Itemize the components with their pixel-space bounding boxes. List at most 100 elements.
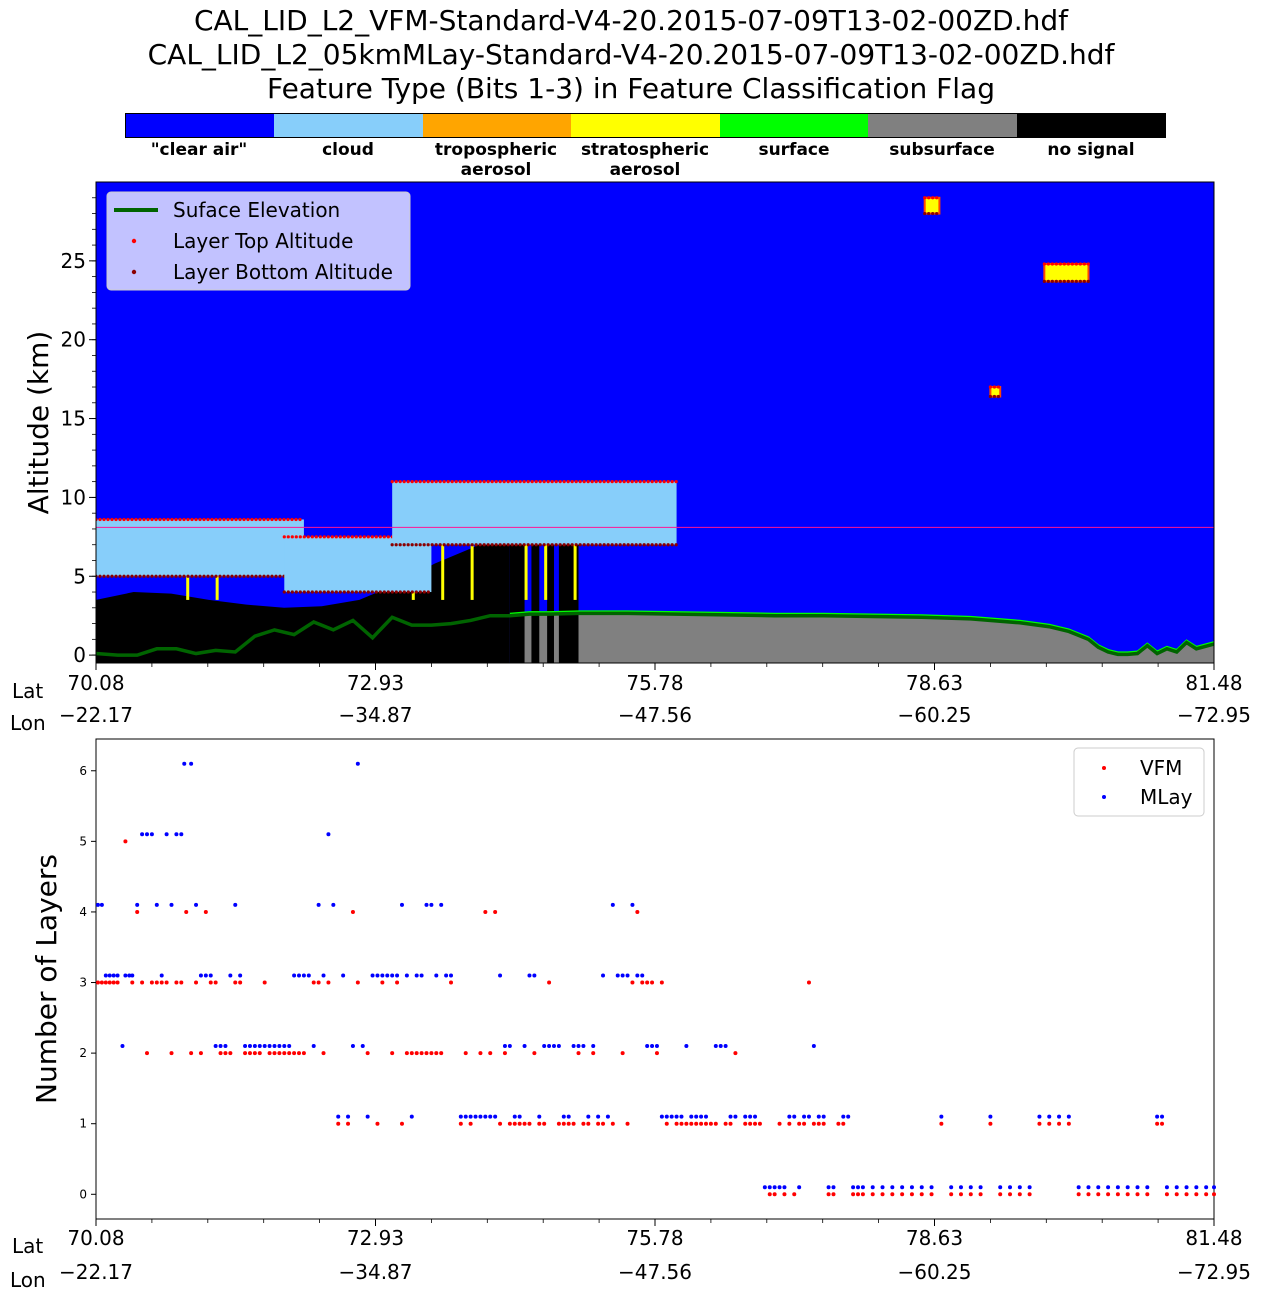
legend-marker-vfm (1102, 766, 1106, 770)
vfm-point (929, 1192, 934, 1197)
vfm-point (821, 1121, 826, 1126)
mlay-point (498, 973, 503, 978)
mlay-point (1174, 1185, 1179, 1190)
layer-top-marker (282, 517, 286, 522)
vfm-point (346, 1121, 351, 1126)
vfm-point (144, 1051, 149, 1056)
layer-bottom-marker (514, 543, 518, 547)
layer-top-marker (1046, 262, 1050, 266)
vfm-point (728, 1121, 733, 1126)
mlay-point (856, 1185, 861, 1190)
layer-top-marker (286, 517, 290, 522)
mlay-point (468, 1114, 473, 1119)
layer-bottom-marker (154, 574, 158, 578)
vfm-point (429, 1051, 434, 1056)
vfm-point (103, 980, 108, 985)
mlay-point (123, 973, 128, 978)
vfm-point (713, 1121, 718, 1126)
legend-label-surface-elevation: Suface Elevation (173, 198, 340, 222)
vfm-point (179, 980, 184, 985)
layer-top-marker (498, 480, 502, 484)
mlay-point (135, 902, 140, 907)
mlay-point (625, 973, 630, 978)
layer-bottom-marker (250, 574, 254, 578)
vfm-point (811, 1121, 816, 1126)
layer-bottom-marker (142, 574, 146, 578)
panel2-lat-row-label: Lat (12, 1234, 43, 1258)
layer-bottom-marker (534, 543, 538, 547)
vfm-point (198, 1051, 203, 1056)
layer-bottom-marker (290, 590, 294, 594)
layer-bottom-marker (570, 543, 574, 547)
layer-top-marker (646, 480, 650, 484)
vfm-point (111, 980, 116, 985)
layer-top-marker (534, 480, 538, 484)
layer-top-marker (542, 480, 546, 484)
layer-bottom-marker (390, 543, 394, 547)
vfm-point (851, 1192, 856, 1197)
y-tick-label: 1 (79, 1117, 87, 1131)
layer-bottom-marker (546, 543, 550, 547)
layer-top-marker (598, 480, 602, 484)
layer-bottom-marker (542, 543, 546, 547)
mlay-point (1160, 1114, 1165, 1119)
mlay-point (399, 902, 404, 907)
vfm-point (316, 980, 321, 985)
layer-top-marker (314, 535, 318, 539)
mlay-point (596, 1114, 601, 1119)
mlay-point (988, 1114, 993, 1119)
panel2-legend (1073, 747, 1205, 817)
vfm-point (424, 1051, 429, 1056)
layer-top-marker (214, 517, 218, 522)
layer-bottom-marker (602, 543, 606, 547)
layer-top-marker (294, 517, 298, 522)
chart-title-line-2: CAL_LID_L2_05kmMLay-Standard-V4-20.2015-… (147, 38, 1115, 71)
layer-bottom-marker (394, 590, 398, 594)
mlay-point (591, 1044, 596, 1049)
vfm-point (640, 980, 645, 985)
colorbar-label-no-signal: no signal (1047, 140, 1135, 160)
layer-bottom-marker (126, 574, 130, 578)
vfm-point (571, 1121, 576, 1126)
layer-bottom-marker (462, 543, 466, 547)
layer-bottom-marker (354, 590, 358, 594)
layer-top-marker (426, 480, 430, 484)
mlay-point (243, 1044, 248, 1049)
mlay-point (198, 973, 203, 978)
panel1-lat-tick-label: 75.78 (626, 671, 683, 695)
layer-top-marker (402, 480, 406, 484)
layer-top-marker (362, 535, 366, 539)
vfm-point (561, 1121, 566, 1126)
vfm-point (870, 1192, 875, 1197)
vfm-point (1155, 1121, 1160, 1126)
layer-bottom-marker (350, 590, 354, 594)
vfm-point (694, 1121, 699, 1126)
panel2-lon-tick-label: −60.25 (897, 1260, 971, 1284)
colorbar-label-stratospheric-aerosol: stratospheric aerosol (580, 140, 710, 180)
mlay-point (149, 832, 154, 837)
layer-top-marker (554, 480, 558, 484)
vfm-point (1008, 1192, 1013, 1197)
vfm-point (247, 1051, 252, 1056)
layer-top-marker (526, 480, 530, 484)
layer-top-marker (1078, 262, 1082, 266)
mlay-point (488, 1114, 493, 1119)
layer-top-marker (502, 480, 506, 484)
vfm-point (1194, 1192, 1199, 1197)
vfm-point (620, 1051, 625, 1056)
layer-top-marker (430, 480, 434, 484)
chart-title-line-1: CAL_LID_L2_VFM-Standard-V4-20.2015-07-09… (193, 4, 1069, 37)
strat-aerosol-streak (573, 536, 577, 600)
layer-top-marker (594, 480, 598, 484)
vfm-point (115, 980, 120, 985)
mlay-point (478, 1114, 483, 1119)
mlay-point (605, 1114, 610, 1119)
panel1-lat-tick-label: 81.48 (1185, 671, 1242, 695)
vfm-point (547, 980, 552, 985)
layer-bottom-marker (506, 543, 510, 547)
mlay-point (968, 1185, 973, 1190)
vfm-point (439, 1051, 444, 1056)
vfm-point (468, 1121, 473, 1126)
layer-top-marker (618, 480, 622, 484)
layer-top-marker (522, 480, 526, 484)
